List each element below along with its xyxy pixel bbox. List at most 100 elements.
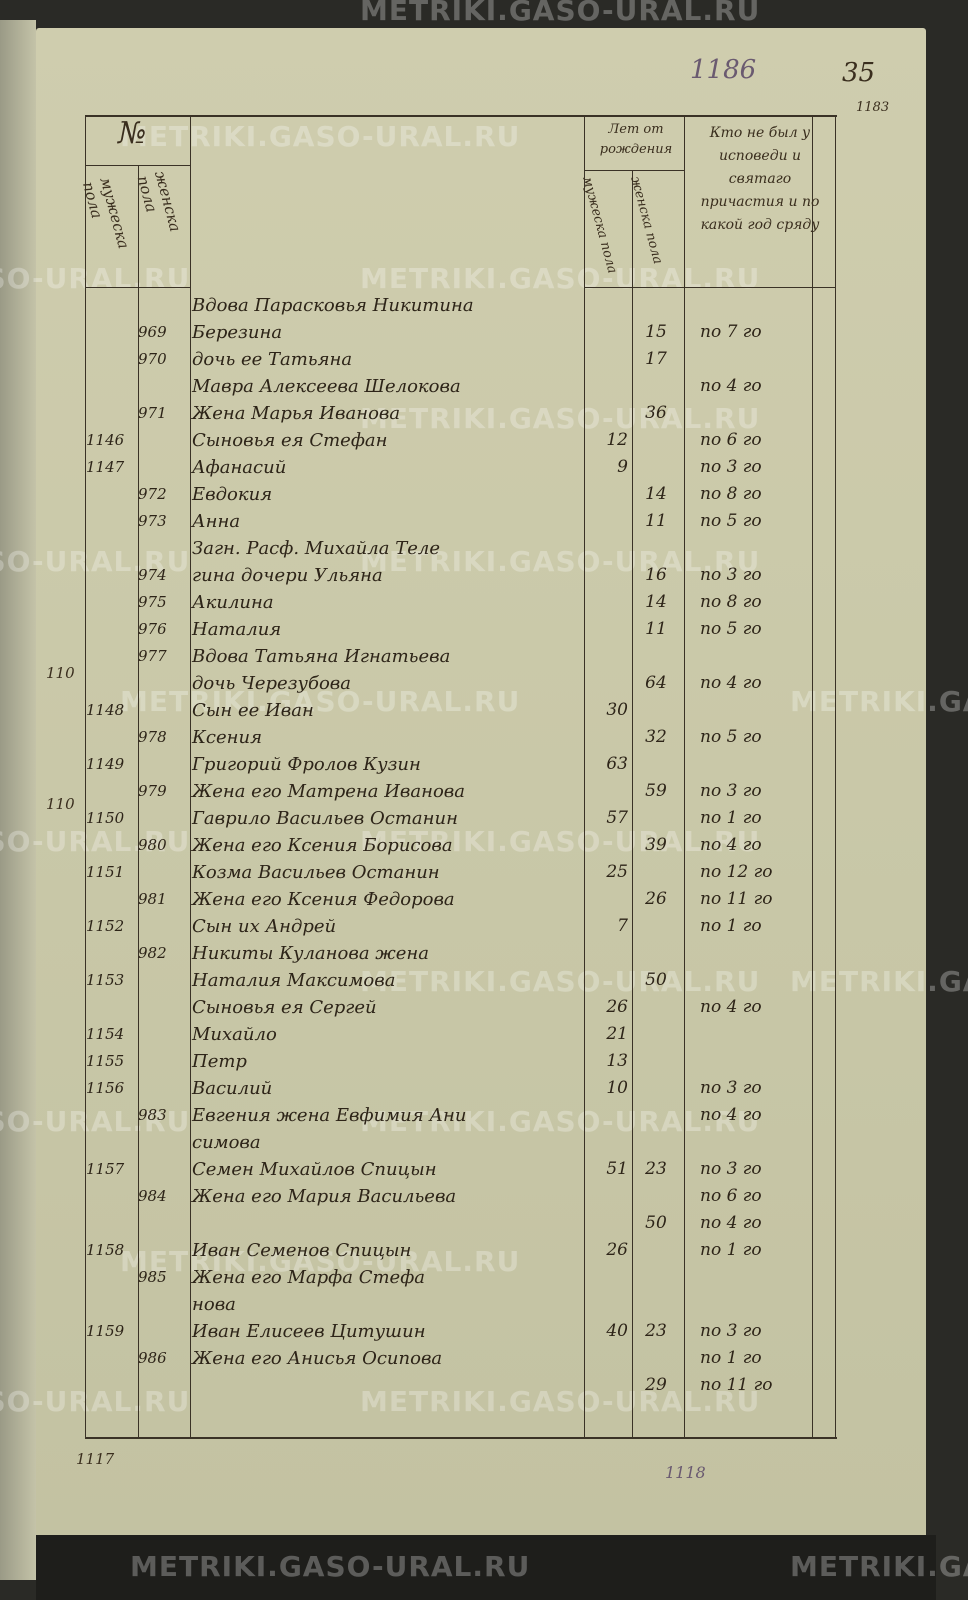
watermark: METRIKI.GASO-URAL.RU [0,545,191,578]
female-age: 29 [645,1375,667,1395]
entry-text: Никиты Куланова жена [192,943,429,964]
entry-text: Анна [192,511,241,532]
entry-text: Сыновья ея Стефан [192,430,388,451]
male-number: 1157 [86,1160,125,1178]
confession-years: по 12 го [700,862,773,882]
entry-text: дочь Черезубова [192,673,351,694]
entry-text: Михайло [192,1024,277,1045]
column-divider [138,165,139,1439]
table-row: 974 гина дочери Ульяна 16 по 3 го [0,562,968,589]
column-divider [632,170,633,1439]
table-row: Сыновья ея Сергей 26 по 4 го [0,994,968,1021]
number-header: № [118,116,147,151]
entry-text: Наталия [192,619,282,640]
male-number: 1149 [86,755,125,773]
watermark: METRIKI.GASO-URAL.RU [360,1385,761,1418]
column-divider [835,115,836,1439]
table-row: нова [0,1291,968,1318]
male-number: 1158 [86,1241,125,1259]
female-age: 17 [645,349,667,369]
table-row: 980 Жена его Ксения Борисова 39 по 4 го [0,832,968,859]
female-number: 982 [138,944,167,962]
watermark: METRIKI.GASO-URAL.RU [360,965,761,998]
table-row: 981 Жена его Ксения Федорова 26 по 11 го [0,886,968,913]
table-row: 1157 Семен Михайлов Спицын 51 23 по 3 го [0,1156,968,1183]
table-row: 1154 Михайло 21 [0,1021,968,1048]
female-number: 970 [138,350,167,368]
female-number: 985 [138,1268,167,1286]
female-number: 980 [138,836,167,854]
female-age: 23 [645,1159,667,1179]
entry-text: Жена его Марфа Стефа [192,1267,426,1288]
male-age: 9 [617,457,628,477]
female-age: 14 [645,592,667,612]
entry-text: симова [192,1132,261,1153]
confession-years: по 3 го [700,565,762,585]
table-row: Загн. Расф. Михайла Теле [0,535,968,562]
table-row: 1147 Афанасий 9 по 3 го [0,454,968,481]
header-bottom-border [584,287,836,288]
female-number: 976 [138,620,167,638]
column-divider [584,115,585,1439]
table-row: 29 по 11 го [0,1372,968,1399]
female-number: 979 [138,782,167,800]
table-row: 976 Наталия 11 по 5 го [0,616,968,643]
female-age: 14 [645,484,667,504]
table-row: 1146 Сыновья ея Стефан 12 по 6 го [0,427,968,454]
male-age: 40 [606,1321,628,1341]
entry-text: Гаврило Васильев Останин [192,808,458,829]
table-row: 1148 Сын ее Иван 30 [0,697,968,724]
male-age: 25 [606,862,628,882]
confession-years: по 3 го [700,781,762,801]
confession-years: по 3 го [700,1078,762,1098]
male-age: 21 [606,1024,628,1044]
entry-text: Мавра Алексеева Шелокова [192,376,461,397]
confession-years: по 4 го [700,835,762,855]
table-row: 1150 Гаврило Васильев Останин 57 по 1 го [0,805,968,832]
table-row: 979 Жена его Матрена Иванова 59 по 3 го [0,778,968,805]
entry-text: Иван Елисеев Цитушин [192,1321,426,1342]
table-row: 970 дочь ее Татьяна 17 [0,346,968,373]
table-row: 1156 Василий 10 по 3 го [0,1075,968,1102]
male-number: 1148 [86,701,125,719]
watermark: METRIKI.GASO-URAL.RU [120,120,521,153]
watermark: METRIKI.GASO-URAL.RU [120,1245,521,1278]
male-number: 1146 [86,431,125,449]
table-row: 1149 Григорий Фролов Кузин 63 [0,751,968,778]
confession-years: по 6 го [700,430,762,450]
female-age: 36 [645,403,667,423]
entry-text: Жена Марья Иванова [192,403,401,424]
header-divider [85,165,190,166]
table-row: 1151 Козма Васильев Останин 25 по 12 го [0,859,968,886]
watermark: METRIKI.GASO-URAL.RU [0,825,191,858]
confession-years: по 3 го [700,1321,762,1341]
confession-years: по 3 го [700,457,762,477]
table-row: Мавра Алексеева Шелокова по 4 го [0,373,968,400]
watermark: METRIKI.GASO-URAL.RU [360,825,761,858]
watermark: METRIKI.GASO-URAL.RU [360,0,761,27]
watermark: METRIKI.GASO-URAL.RU [360,1105,761,1138]
entry-text: Евгения жена Евфимия Ани [192,1105,467,1126]
female-age: 23 [645,1321,667,1341]
female-number: 974 [138,566,167,584]
female-age: 26 [645,889,667,909]
table-row: 1153 Наталия Максимова 50 [0,967,968,994]
female-number: 981 [138,890,167,908]
female-age: 11 [645,511,667,531]
confession-years: по 5 го [700,619,762,639]
margin-note: 110 [46,664,75,682]
male-age: 10 [606,1078,628,1098]
confession-years: по 4 го [700,1105,762,1125]
entry-text: Афанасий [192,457,287,478]
watermark: METRIKI.GASO-URAL.RU [130,1550,531,1583]
female-number: 973 [138,512,167,530]
entry-text: Акилина [192,592,274,613]
confession-years: по 5 го [700,727,762,747]
document-page [36,28,926,1538]
table-row: 973 Анна 11 по 5 го [0,508,968,535]
table-row: 975 Акилина 14 по 8 го [0,589,968,616]
entry-text: Жена его Анисья Осипова [192,1348,443,1369]
female-number: 975 [138,593,167,611]
male-age: 26 [606,997,628,1017]
entry-text: Сыновья ея Сергей [192,997,377,1018]
